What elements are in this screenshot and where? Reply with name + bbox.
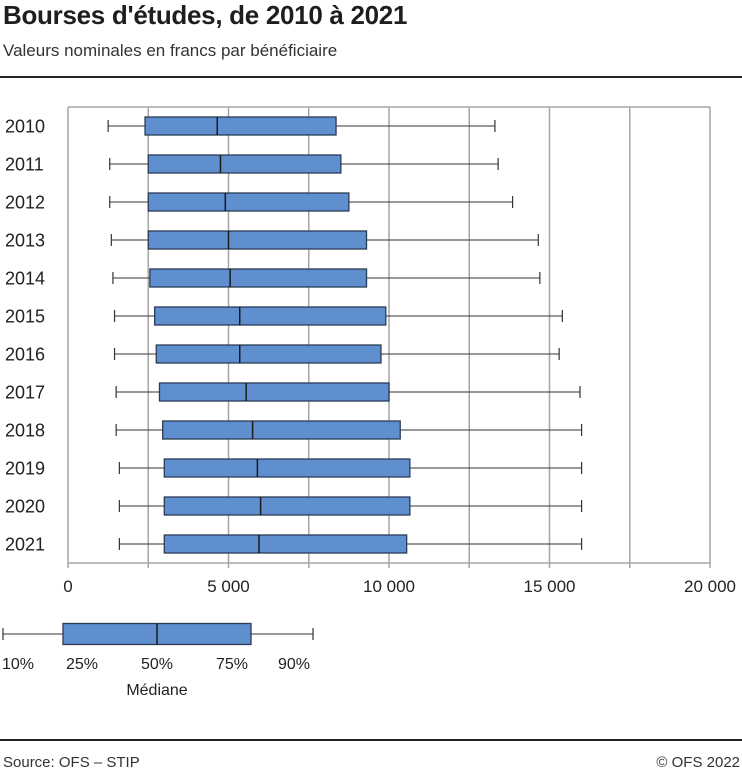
iqr-box bbox=[163, 496, 411, 516]
y-category-label: 2014 bbox=[5, 269, 45, 289]
y-category-label: 2016 bbox=[5, 345, 45, 365]
iqr-box bbox=[162, 420, 401, 440]
iqr-box bbox=[163, 534, 408, 554]
legend-label: 50% bbox=[141, 656, 173, 673]
box-2011 bbox=[109, 154, 499, 174]
y-category-label: 2017 bbox=[5, 383, 45, 403]
grid-lines bbox=[147, 107, 711, 563]
iqr-box bbox=[155, 344, 382, 364]
legend-median-label: Médiane bbox=[126, 682, 187, 699]
x-tick-label: 0 bbox=[63, 577, 72, 596]
x-tick-label: 20 000 bbox=[684, 577, 736, 596]
y-category-label: 2011 bbox=[5, 155, 44, 175]
header-divider bbox=[0, 76, 742, 78]
iqr-box bbox=[147, 154, 342, 174]
legend-label: 75% bbox=[216, 656, 248, 673]
x-tick-label: 10 000 bbox=[363, 577, 415, 596]
y-category-label: 2019 bbox=[5, 459, 45, 479]
box-2016 bbox=[113, 344, 560, 364]
x-tick-label: 15 000 bbox=[524, 577, 576, 596]
box-2019 bbox=[118, 458, 583, 478]
legend: 10% 25% 50% 75% 90% Médiane bbox=[2, 622, 314, 699]
box-2013 bbox=[110, 230, 539, 250]
y-category-label: 2015 bbox=[5, 307, 45, 327]
box-2012 bbox=[109, 192, 514, 212]
iqr-box bbox=[154, 306, 387, 326]
iqr-box bbox=[149, 268, 368, 288]
box-2021 bbox=[118, 534, 583, 554]
source-note: Source: OFS – STIP bbox=[3, 754, 140, 771]
axes bbox=[67, 106, 711, 568]
y-category-label: 2010 bbox=[5, 117, 45, 137]
box-2017 bbox=[115, 382, 581, 402]
box-2010 bbox=[107, 116, 496, 136]
iqr-box bbox=[147, 192, 350, 212]
chart-title: Bourses d'études, de 2010 à 2021 bbox=[3, 0, 408, 30]
iqr-box bbox=[147, 230, 368, 250]
iqr-box bbox=[144, 116, 337, 136]
copyright-note: © OFS 2022 bbox=[656, 754, 740, 771]
legend-label: 90% bbox=[278, 656, 310, 673]
iqr-box bbox=[163, 458, 411, 478]
y-axis-labels: 2010 2011 2012 2013 2014 2015 2016 2017 2018 2019… bbox=[5, 117, 45, 555]
iqr-box bbox=[158, 382, 390, 402]
legend-label: 10% bbox=[2, 656, 34, 673]
chart-subtitle: Valeurs nominales en francs par bénéfici… bbox=[3, 41, 338, 60]
y-category-label: 2013 bbox=[5, 231, 45, 251]
x-tick-label: 5 000 bbox=[207, 577, 250, 596]
legend-label: 25% bbox=[66, 656, 98, 673]
x-axis-labels: 0 5 000 10 000 15 000 20 000 bbox=[63, 577, 736, 596]
box-2018 bbox=[115, 420, 583, 440]
y-category-label: 2021 bbox=[5, 535, 45, 555]
y-category-label: 2012 bbox=[5, 193, 45, 213]
box-series bbox=[107, 116, 583, 554]
box-2014 bbox=[112, 268, 541, 288]
y-category-label: 2020 bbox=[5, 497, 45, 517]
box-2015 bbox=[113, 306, 563, 326]
box-2020 bbox=[118, 496, 583, 516]
y-category-label: 2018 bbox=[5, 421, 45, 441]
footer-divider bbox=[0, 739, 742, 741]
